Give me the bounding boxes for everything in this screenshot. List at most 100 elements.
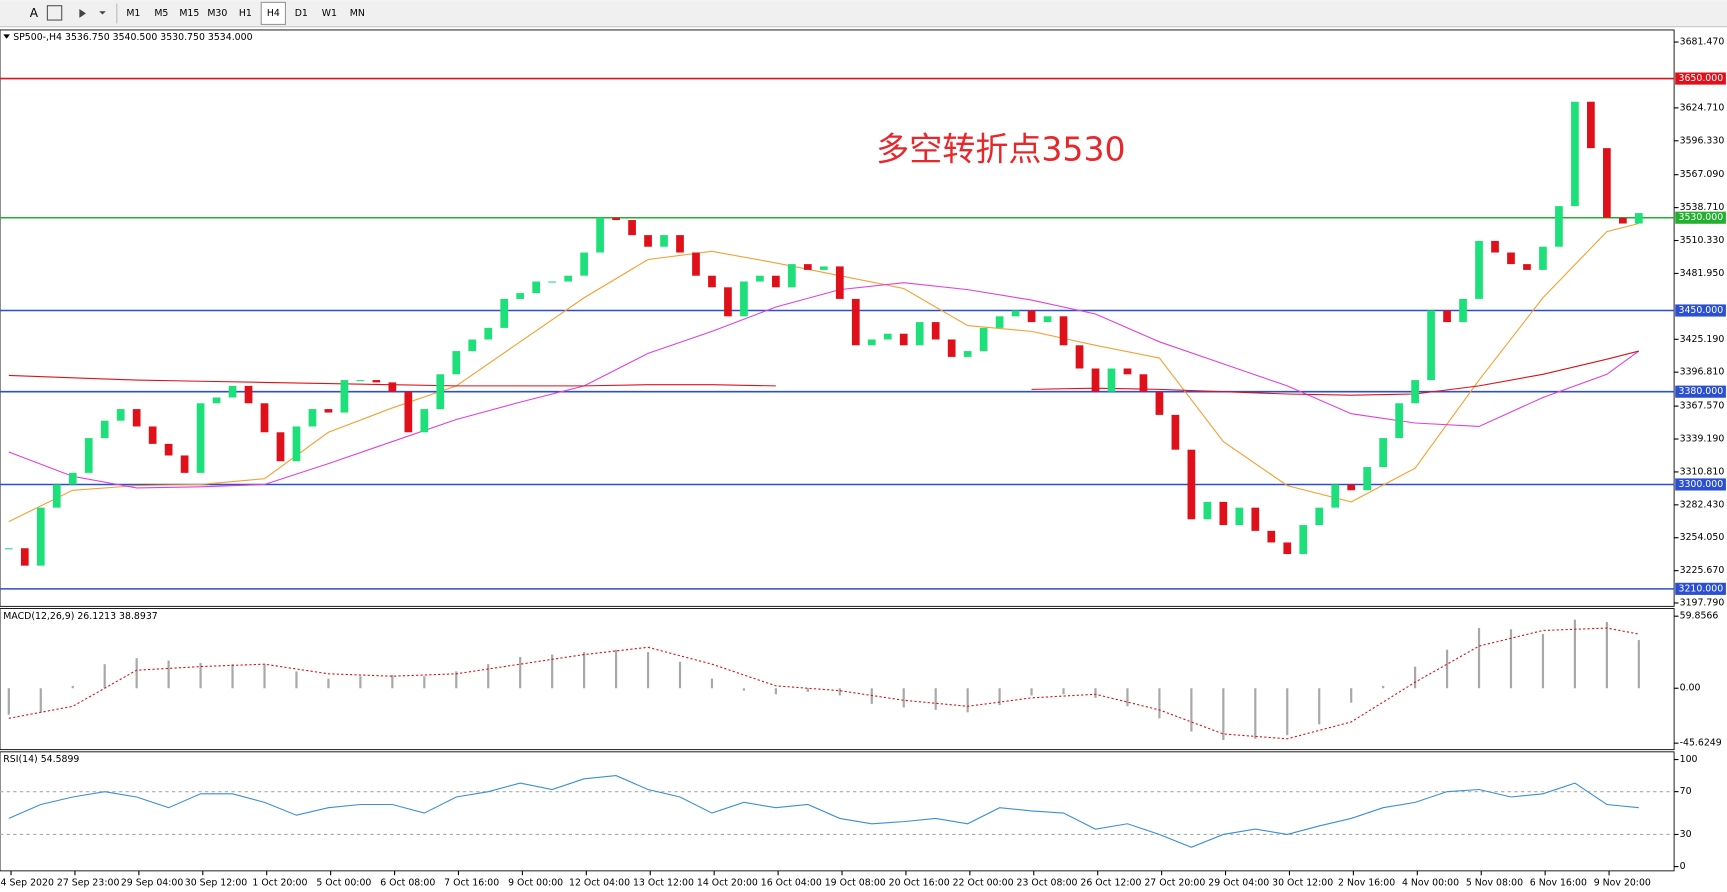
timeframe-button[interactable]: M30 [207,8,227,19]
candle [548,281,557,283]
y-tick-label: 3339.190 [1680,434,1725,445]
candle [724,287,732,317]
y-tick-label: 3425.190 [1680,334,1725,345]
x-tick-label: 29 Oct 04:00 [1208,877,1269,888]
main-panel [0,29,1675,607]
candle [1539,246,1547,270]
candle [1219,501,1228,526]
x-tick-label: 20 Oct 16:00 [889,877,950,888]
x-tick-label: 24 Sep 2020 [0,877,54,888]
candle [612,217,620,221]
candle [1235,507,1244,526]
candle [676,235,684,253]
candle [1283,542,1292,555]
toolbar-button[interactable]: A [30,6,39,20]
candle [979,327,988,352]
y-tick-label: 100 [1680,754,1698,765]
candle [1459,298,1467,323]
candle [212,397,221,404]
level-label: 3530.000 [1679,212,1724,223]
x-tick-label: 1 Oct 20:00 [252,877,307,888]
candle [148,426,157,444]
candle [1379,438,1388,468]
timeframes: M1 M5 M15 M30 H1 H4 D1 W1 MN [126,1,365,25]
timeframe-button[interactable]: H4 [267,8,280,19]
candle [1347,484,1356,491]
candle [1411,380,1419,404]
x-tick-label: 5 Nov 08:00 [1466,877,1523,888]
y-tick-label: 0.00 [1680,683,1701,694]
level-label-box [1675,582,1726,595]
candle [1427,310,1435,381]
candle [52,484,61,508]
level-label: 3650.000 [1679,73,1724,84]
y-tick-label: 3596.330 [1680,135,1725,146]
candle [1203,501,1212,520]
y-tick-label: 3367.570 [1680,401,1725,412]
timeframe-button[interactable]: D1 [295,8,308,19]
y-tick-label: 3681.470 [1680,37,1725,48]
candle [963,351,972,357]
candle [468,339,477,352]
chart-title: SP500-,H4 3536.750 3540.500 3530.750 353… [13,32,252,43]
timeframe-button[interactable]: M1 [126,8,140,19]
timeframe-button[interactable]: W1 [322,8,337,19]
timeframe-button[interactable]: M5 [154,8,168,19]
candle [1043,316,1052,323]
candle [660,235,668,247]
y-tick-label: 3481.950 [1680,268,1725,279]
candle [644,235,652,247]
level-label-box [1675,385,1726,398]
candle [1091,368,1100,392]
timeframe-button[interactable]: M15 [179,8,199,19]
candle [1395,403,1403,439]
candle [388,382,397,392]
candle [516,293,525,299]
candle [452,351,461,375]
candle [20,548,29,566]
timeframe-button[interactable]: H1 [239,8,252,19]
x-tick-label: 30 Oct 12:00 [1272,877,1333,888]
x-tick-label: 9 Oct 00:00 [508,877,563,888]
toolbar [0,0,1727,27]
level-label-box [1675,478,1726,491]
candle [1555,206,1563,247]
candle [899,333,908,346]
candle [292,426,301,462]
candle [196,403,205,473]
rsi-line [8,775,1639,848]
timeframe-button[interactable]: MN [350,8,365,19]
moving-average [8,350,1639,396]
x-tick-label: 12 Oct 04:00 [569,877,630,888]
candle [436,374,445,410]
level-label: 3210.000 [1679,583,1724,594]
candle [867,339,876,346]
candle [708,275,716,288]
candle [420,409,429,433]
candle [116,409,125,421]
candle [1075,345,1084,369]
x-tick-label: 27 Oct 20:00 [1144,877,1205,888]
candle [1171,414,1180,450]
candle [372,380,381,383]
candle [356,380,365,382]
y-tick-label: 3254.050 [1680,532,1725,543]
candle [532,281,541,294]
x-tick-label: 5 Oct 00:00 [316,877,371,888]
x-tick-label: 6 Nov 16:00 [1530,877,1587,888]
candle [340,380,349,413]
level-label-box [1675,72,1726,85]
x-tick-label: 6 Oct 08:00 [380,877,435,888]
level-label: 3380.000 [1679,386,1724,397]
candle [1251,507,1260,531]
candle [1634,213,1643,224]
y-tick-label: 30 [1680,829,1692,840]
candle [628,220,636,236]
y-tick-label: 3225.670 [1680,565,1725,576]
active-timeframe [260,1,286,25]
candle [84,438,93,473]
text-tool-icon[interactable] [46,5,63,21]
y-tick-label: -45.6249 [1680,738,1722,749]
x-tick-label: 27 Sep 23:00 [57,877,120,888]
